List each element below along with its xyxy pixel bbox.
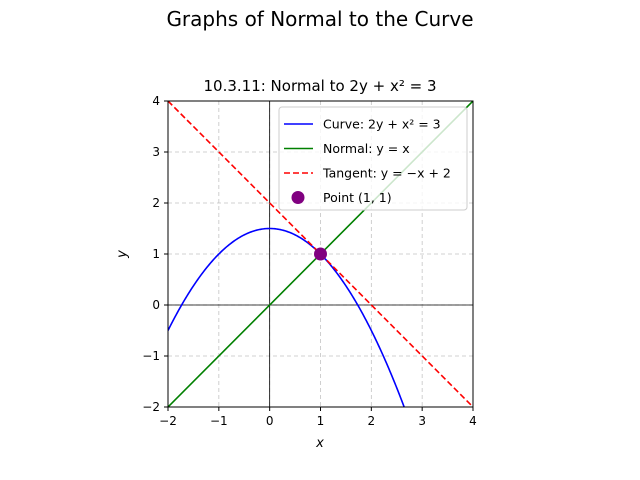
legend-box <box>278 106 468 211</box>
legend-label-0: Curve: 2y + x² = 3 <box>323 117 441 132</box>
y-tick-label: 3 <box>152 145 160 159</box>
legend-label-1: Normal: y = x <box>323 141 410 156</box>
chart-title: 10.3.11: Normal to 2y + x² = 3 <box>203 77 436 95</box>
y-tick-label: 0 <box>152 298 160 312</box>
y-axis-label: y <box>115 250 130 259</box>
scatter-point <box>314 247 327 261</box>
y-tick-label: 4 <box>152 94 160 108</box>
y-tick-label: −2 <box>142 400 160 414</box>
y-tick-label: 1 <box>152 247 160 261</box>
x-tick-label: −2 <box>159 414 177 428</box>
x-tick-label: 0 <box>266 414 274 428</box>
tick-labels: −2 −1 0 1 2 3 4 −2 −1 0 1 2 3 4 <box>142 94 477 428</box>
series-line-0 <box>168 227 405 407</box>
legend-label-2: Tangent: y = −x + 2 <box>322 166 451 181</box>
legend-label-3: Point (1, 1) <box>323 190 392 205</box>
legend-swatch-3 <box>291 191 305 204</box>
x-axis-label: x <box>315 436 324 451</box>
x-tick-label: 2 <box>368 414 376 428</box>
y-tick-label: 2 <box>152 196 160 210</box>
x-tick-label: 3 <box>418 414 426 428</box>
legend: Curve: 2y + x² = 3 Normal: y = x Tangent: … <box>278 106 468 211</box>
y-tick-label: −1 <box>142 349 160 363</box>
x-tick-label: 4 <box>469 414 477 428</box>
x-tick-label: 1 <box>317 414 325 428</box>
zero-lines <box>168 101 473 407</box>
x-tick-label: −1 <box>210 414 228 428</box>
figure-suptitle: Graphs of Normal to the Curve <box>166 7 473 31</box>
